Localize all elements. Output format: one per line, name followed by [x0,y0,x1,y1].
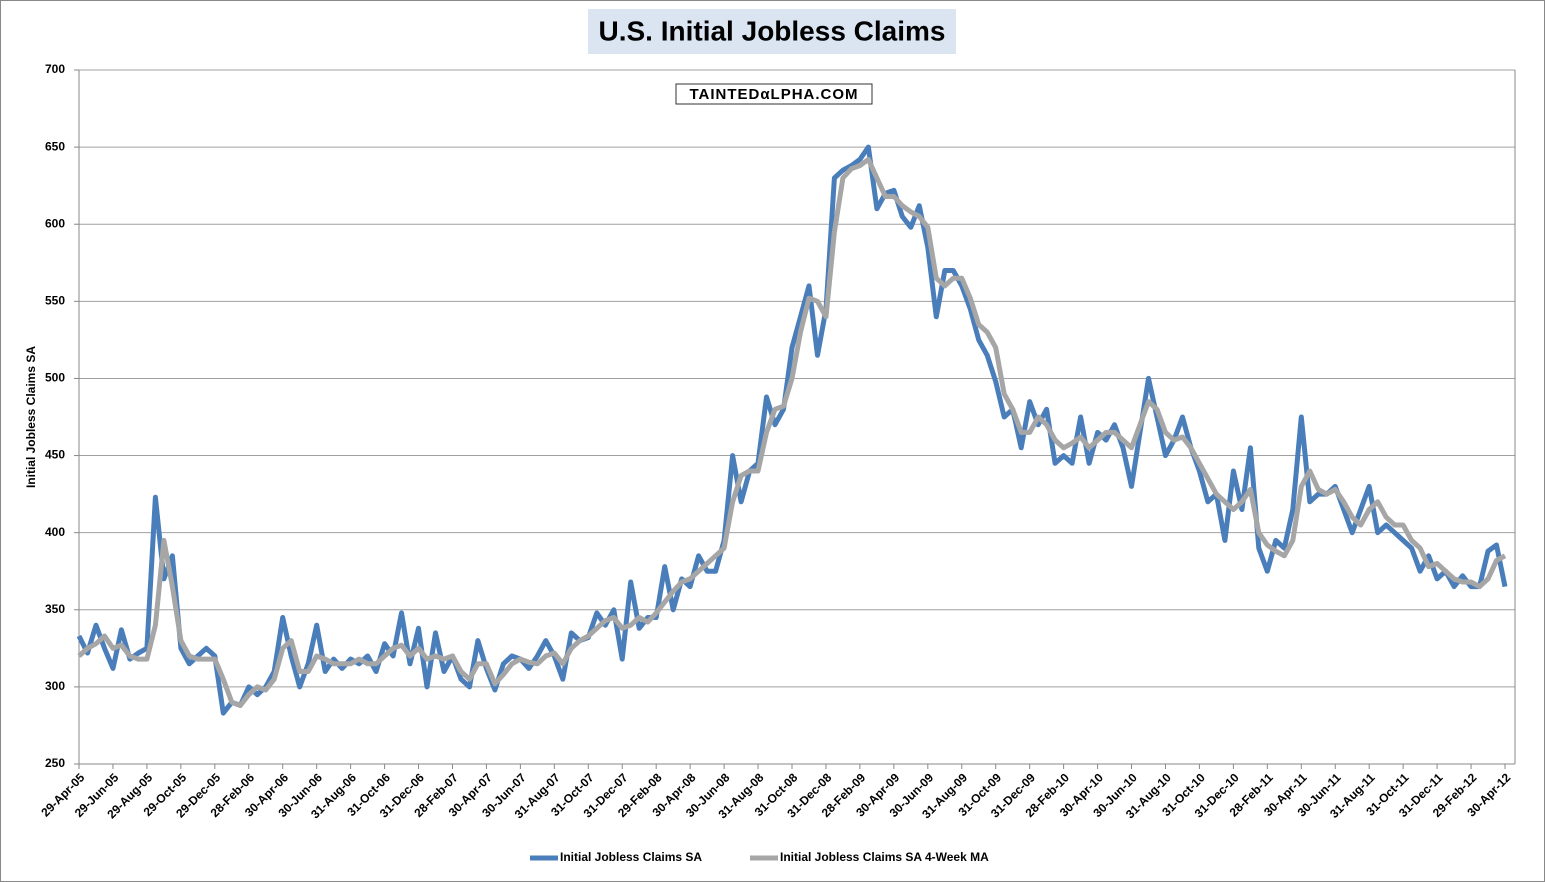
series-line [77,156,1507,708]
y-tick-label: 500 [45,371,65,385]
y-tick-label: 300 [45,679,65,693]
y-tick-label: 250 [45,756,65,770]
watermark: TAINTEDαLPHA.COM [689,86,858,103]
y-tick-label: 600 [45,216,65,230]
y-tick-label: 450 [45,448,65,462]
y-tick-label: 650 [45,139,65,153]
title-box [588,9,956,54]
series-line [76,144,1508,716]
watermark-box [675,83,873,105]
y-tick-label: 550 [45,294,65,308]
legend-label: Initial Jobless Claims SA 4-Week MA [780,850,989,864]
chart-title: U.S. Initial Jobless Claims [598,15,945,46]
y-tick-label: 400 [45,525,65,539]
y-tick-label: 350 [45,602,65,616]
legend-label: Initial Jobless Claims SA [560,850,702,864]
y-tick-label: 700 [45,62,65,76]
y-axis-label: Initial Jobless Claims SA [24,346,38,488]
